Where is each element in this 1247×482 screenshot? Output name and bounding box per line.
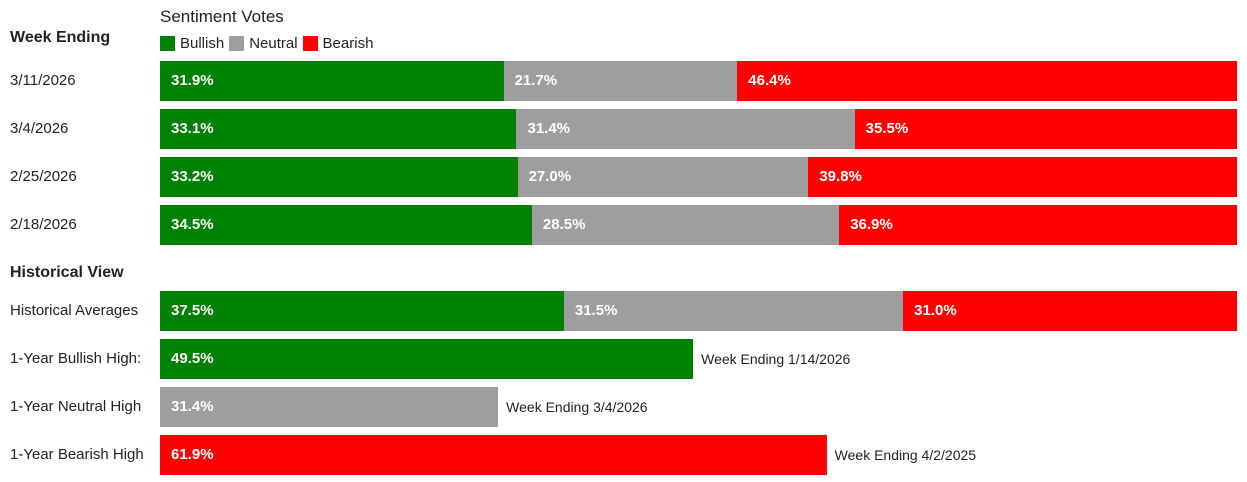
week-ending-heading: Week Ending [10, 29, 111, 46]
weekly-bar-bearish-2 [808, 157, 1237, 197]
high-bar-neutral [160, 387, 499, 427]
legend: Bullish Neutral Bearish [160, 35, 378, 52]
legend-swatch-neutral [229, 36, 245, 51]
legend-swatch-bearish [302, 36, 318, 51]
weekly-bar-neutral-2 [517, 157, 809, 197]
historical-average-value-neutral-0: 31.5% [574, 302, 618, 319]
weekly-value-bullish-3: 34.5% [171, 216, 214, 233]
legend-item-bullish: Bullish [160, 35, 224, 52]
weekly-bar-neutral-1 [516, 109, 855, 149]
high-row-label-bullish: 1-Year Bullish High: [10, 350, 142, 367]
historical-average-value-bullish-0: 37.5% [171, 302, 214, 319]
weekly-row-label-0: 3/11/2026 [10, 72, 76, 89]
weekly-bar-bearish-0 [737, 61, 1237, 101]
historical-average-value-bearish-0: 31.0% [914, 302, 957, 319]
high-note-neutral: Week Ending 3/4/2026 [506, 399, 648, 415]
weekly-bar-neutral-0 [503, 61, 738, 101]
weekly-bar-bullish-1 [160, 109, 517, 149]
legend-title: Sentiment Votes [160, 7, 284, 26]
high-note-bearish: Week Ending 4/2/2025 [834, 447, 977, 463]
weekly-bar-bullish-3 [160, 205, 532, 245]
weekly-value-bearish-0: 46.4% [748, 72, 791, 89]
high-bar-bullish [160, 339, 694, 379]
high-value-neutral: 31.4% [171, 398, 214, 415]
legend-label-neutral: Neutral [249, 35, 298, 52]
legend-item-neutral: Neutral [229, 35, 298, 52]
weekly-value-bearish-3: 36.9% [850, 216, 893, 233]
weekly-bar-bullish-0 [160, 61, 504, 101]
legend-label-bearish: Bearish [322, 35, 374, 52]
high-bar-bearish [160, 435, 827, 475]
high-row-label-neutral: 1-Year Neutral High [10, 398, 142, 415]
historical-average-bar-bullish-0 [160, 291, 564, 331]
high-value-bearish: 61.9% [171, 446, 214, 463]
legend-swatch-bullish [160, 36, 175, 51]
weekly-bar-bearish-3 [839, 205, 1237, 245]
weekly-value-neutral-1: 31.4% [527, 120, 571, 137]
weekly-value-bullish-0: 31.9% [171, 72, 214, 89]
weekly-value-bearish-2: 39.8% [819, 168, 862, 185]
weekly-row-label-1: 3/4/2026 [10, 120, 69, 137]
historical-view-heading: Historical View [10, 264, 124, 281]
weekly-value-neutral-2: 27.0% [528, 168, 572, 185]
weekly-bar-bullish-2 [160, 157, 518, 197]
weekly-row-label-2: 2/25/2026 [10, 168, 77, 185]
weekly-value-neutral-0: 21.7% [514, 72, 558, 89]
historical-average-bar-neutral-0 [563, 291, 904, 331]
high-row-label-bearish: 1-Year Bearish High [10, 446, 144, 463]
historical-average-row-label-0: Historical Averages [10, 302, 139, 319]
weekly-bar-neutral-3 [531, 205, 840, 245]
weekly-value-bearish-1: 35.5% [865, 120, 909, 137]
high-value-bullish: 49.5% [171, 350, 214, 367]
legend-item-bearish: Bearish [302, 35, 374, 52]
weekly-value-bullish-1: 33.1% [171, 120, 214, 137]
weekly-bar-bearish-1 [854, 109, 1237, 149]
high-note-bullish: Week Ending 1/14/2026 [701, 351, 851, 367]
weekly-value-bullish-2: 33.2% [171, 168, 214, 185]
weekly-value-neutral-3: 28.5% [542, 216, 586, 233]
historical-average-bar-bearish-0 [903, 291, 1237, 331]
weekly-row-label-3: 2/18/2026 [10, 216, 77, 233]
legend-label-bullish: Bullish [180, 35, 225, 52]
